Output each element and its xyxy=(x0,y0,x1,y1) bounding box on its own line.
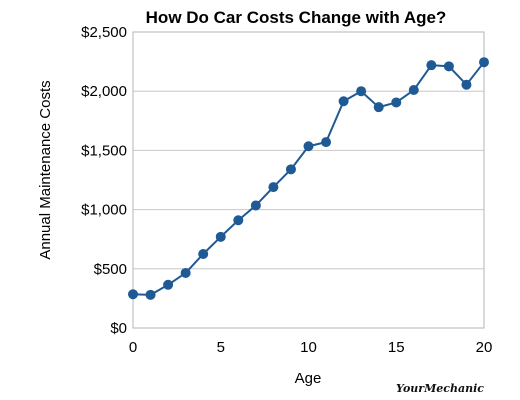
data-point xyxy=(303,141,314,152)
y-tick-label: $2,000 xyxy=(81,83,127,100)
series-layer xyxy=(128,57,489,300)
data-point xyxy=(391,97,402,108)
data-point xyxy=(461,79,472,90)
data-point xyxy=(215,231,226,242)
data-point xyxy=(321,137,332,148)
y-tick-label: $500 xyxy=(94,261,127,278)
data-point xyxy=(163,279,174,290)
data-point xyxy=(268,182,279,193)
chart-title: How Do Car Costs Change with Age? xyxy=(146,8,447,27)
data-point xyxy=(250,200,261,211)
y-axis-ticks: $0 $500 $1,000 $1,500 $2,000 $2,500 xyxy=(81,24,127,337)
x-tick-label: 0 xyxy=(129,339,137,356)
data-point xyxy=(180,267,191,278)
data-point xyxy=(426,60,437,71)
data-point xyxy=(285,164,296,175)
y-tick-label: $1,000 xyxy=(81,202,127,219)
data-point xyxy=(145,289,156,300)
x-axis-label: Age xyxy=(295,370,322,387)
data-point xyxy=(198,249,209,259)
y-tick-label: $2,500 xyxy=(81,24,127,41)
brand-logo: YourMechanic xyxy=(396,382,484,395)
data-point xyxy=(373,102,384,113)
data-point xyxy=(233,215,244,226)
y-tick-label: $1,500 xyxy=(81,142,127,159)
plot-area xyxy=(132,31,485,329)
data-point xyxy=(479,57,489,68)
x-tick-label: 10 xyxy=(300,339,317,356)
data-point xyxy=(338,96,349,107)
x-axis-ticks: 0 5 10 15 20 xyxy=(129,339,493,356)
y-tick-label: $0 xyxy=(110,320,127,337)
x-tick-label: 15 xyxy=(388,339,405,356)
data-point xyxy=(408,85,419,96)
x-tick-label: 20 xyxy=(476,339,493,356)
x-tick-label: 5 xyxy=(217,339,225,356)
data-point xyxy=(356,86,367,97)
data-point xyxy=(443,61,454,72)
data-point xyxy=(128,289,138,300)
y-axis-label: Annual Maintenance Costs xyxy=(37,80,54,259)
